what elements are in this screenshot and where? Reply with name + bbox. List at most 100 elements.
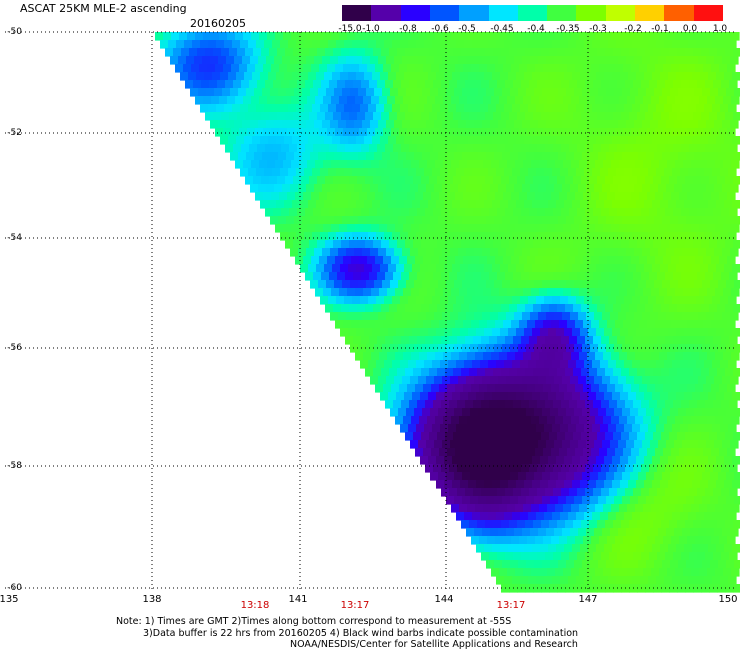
field-cell (544, 360, 553, 369)
field-cell (348, 200, 357, 209)
field-cell (689, 400, 698, 409)
field-cell (437, 112, 446, 121)
colorbar-segment (342, 5, 372, 21)
field-cell (586, 312, 595, 321)
field-cell (254, 88, 263, 97)
field-cell (512, 424, 521, 433)
field-cell (393, 272, 402, 281)
field-cell (618, 312, 627, 321)
field-cell (320, 40, 329, 49)
field-cell (598, 88, 607, 97)
field-cell (595, 352, 604, 361)
field-cell (558, 496, 567, 505)
field-cell (215, 64, 224, 73)
field-cell (351, 192, 360, 201)
field-cell (431, 256, 440, 265)
field-cell (487, 64, 496, 73)
field-cell (592, 576, 601, 585)
field-cell (350, 88, 359, 97)
field-cell (711, 320, 720, 329)
field-cell (728, 296, 737, 305)
field-cell (411, 288, 420, 297)
field-cell (468, 480, 477, 489)
field-cell (623, 320, 632, 329)
field-cell (624, 424, 633, 433)
field-cell (640, 104, 649, 113)
field-cell (452, 136, 461, 145)
field-cell (323, 160, 332, 169)
field-cell (530, 56, 539, 65)
field-cell (542, 216, 551, 225)
field-cell (733, 240, 740, 249)
field-cell (710, 280, 719, 289)
field-cell (193, 80, 202, 89)
field-cell (636, 200, 645, 209)
field-cell (398, 408, 407, 417)
field-cell (389, 368, 398, 377)
field-cell (567, 192, 576, 201)
field-cell (667, 288, 676, 297)
field-cell (513, 464, 522, 473)
field-cell (731, 504, 740, 513)
field-cell (541, 176, 550, 185)
field-cell (460, 328, 469, 337)
field-cell (334, 280, 343, 289)
field-cell (632, 40, 641, 49)
field-cell (244, 136, 253, 145)
field-cell (554, 376, 563, 385)
field-cell (357, 112, 366, 121)
field-cell (606, 280, 615, 289)
field-cell (524, 328, 533, 337)
field-cell (325, 304, 334, 313)
field-cell (486, 344, 495, 353)
field-cell (412, 136, 421, 145)
field-cell (452, 480, 461, 489)
field-cell (417, 336, 426, 345)
field-cell (605, 304, 614, 313)
field-cell (559, 192, 568, 201)
field-cell (547, 96, 556, 105)
field-cell (313, 80, 322, 89)
field-cell (707, 352, 716, 361)
field-cell (400, 40, 409, 49)
field-cell (550, 472, 559, 481)
field-cell (722, 184, 731, 193)
field-cell (344, 296, 353, 305)
field-cell (634, 440, 643, 449)
field-cell (380, 136, 389, 145)
field-cell (666, 440, 675, 449)
field-cell (634, 528, 643, 537)
field-cell (663, 320, 672, 329)
field-cell (555, 224, 564, 233)
field-cell (393, 144, 402, 153)
field-cell (718, 408, 727, 417)
colorbar-tick-label: -15.0 (338, 24, 362, 34)
field-cell (695, 128, 704, 137)
field-cell (655, 320, 664, 329)
field-cell (434, 440, 443, 449)
field-cell (639, 256, 648, 265)
field-cell (728, 40, 737, 49)
field-cell (518, 408, 527, 417)
field-cell (481, 272, 490, 281)
field-cell (609, 208, 618, 217)
field-cell (706, 56, 715, 65)
field-cell (668, 136, 677, 145)
field-cell (446, 472, 455, 481)
field-cell (315, 160, 324, 169)
field-cell (561, 80, 570, 89)
field-cell (435, 288, 444, 297)
field-cell (466, 440, 475, 449)
field-cell (336, 168, 345, 177)
field-cell (272, 168, 281, 177)
field-cell (503, 64, 512, 73)
field-cell (575, 64, 584, 73)
colorbar-tick-label: -0.6 (431, 24, 449, 34)
field-cell (527, 256, 536, 265)
field-cell (403, 32, 412, 41)
field-cell (481, 144, 490, 153)
field-cell (199, 64, 208, 73)
field-cell (441, 464, 450, 473)
field-cell (402, 248, 411, 257)
field-cell (394, 120, 403, 129)
